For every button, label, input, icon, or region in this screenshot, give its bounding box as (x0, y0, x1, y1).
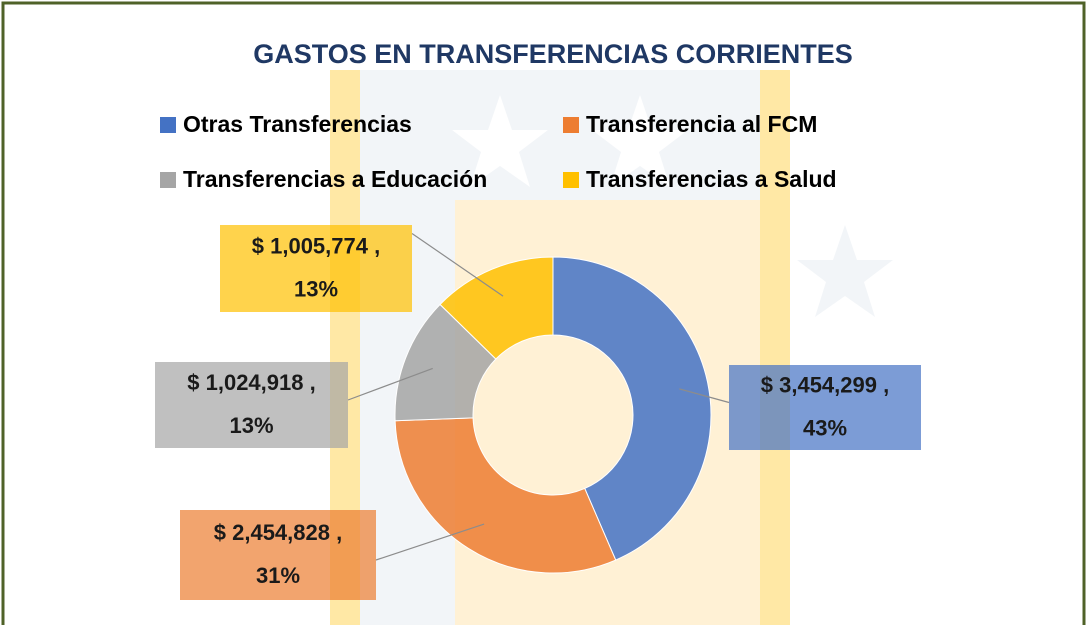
legend-label: Transferencia al FCM (586, 111, 817, 137)
data-label-percent: 13% (294, 276, 338, 301)
legend-swatch (563, 172, 579, 188)
legend-label: Otras Transferencias (183, 111, 412, 137)
legend-label: Transferencias a Educación (183, 166, 487, 192)
data-label: $ 2,454,828 , (214, 520, 342, 545)
data-label-value: $ 2,454,828 (214, 520, 330, 545)
data-label-separator: , (877, 372, 889, 397)
data-label-separator: , (304, 370, 316, 395)
data-label-value: $ 3,454,299 (761, 372, 877, 397)
page: {"chart_data": {"type": "donut", "title"… (0, 0, 1087, 625)
data-label-percent: 43% (803, 415, 847, 440)
data-label: $ 1,024,918 , (187, 370, 315, 395)
data-label: $ 1,005,774 , (252, 233, 380, 258)
data-label-value: $ 1,024,918 (187, 370, 303, 395)
chart: GASTOS EN TRANSFERENCIAS CORRIENTES Otra… (0, 0, 1087, 625)
data-label-separator: , (330, 520, 342, 545)
data-label-percent: 31% (256, 563, 300, 588)
data-label: $ 3,454,299 , (761, 372, 889, 397)
chart-title: GASTOS EN TRANSFERENCIAS CORRIENTES (253, 39, 853, 69)
legend-label: Transferencias a Salud (586, 166, 837, 192)
data-label-separator: , (368, 233, 380, 258)
data-label-percent: 13% (229, 413, 273, 438)
legend-swatch (160, 172, 176, 188)
data-label-value: $ 1,005,774 (252, 233, 369, 258)
legend-swatch (563, 117, 579, 133)
legend-swatch (160, 117, 176, 133)
watermark-edge (760, 70, 790, 625)
